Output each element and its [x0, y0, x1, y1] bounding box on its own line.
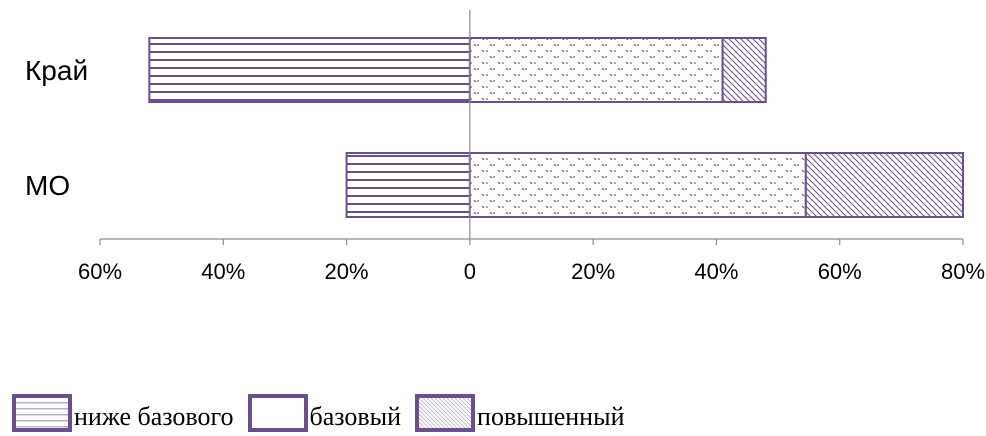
x-tick-label: 40% [694, 259, 738, 284]
x-tick-label: 20% [325, 259, 369, 284]
bar-mo-series-2 [804, 152, 965, 218]
category-label: Край [25, 55, 88, 86]
legend-swatch-below-basic [12, 394, 72, 432]
bar-mo-series-0 [345, 152, 471, 218]
x-tick-label: 80% [941, 259, 985, 284]
bar-mo-series-1 [468, 152, 807, 218]
legend-swatch-advanced [415, 394, 476, 432]
legend-item-below-basic: ниже базового [12, 394, 234, 432]
x-tick-label: 40% [201, 259, 245, 284]
legend-label-basic: базовый [309, 402, 402, 431]
stacked-bar-chart: Край МО 60% 40% 20% 0 20% 40% 60% 80% [25, 10, 985, 284]
bar-krai-series-2 [721, 37, 767, 103]
legend-label-below-basic: ниже базового [74, 402, 234, 431]
legend-item-advanced: повышенный [415, 394, 624, 432]
x-tick-label: 60% [818, 259, 862, 284]
bar-krai-series-1 [468, 37, 724, 103]
category-label: МО [25, 170, 70, 201]
bar-krai-series-0 [148, 37, 471, 103]
legend: ниже базового базовый повышенный [12, 394, 624, 432]
x-tick-label: 20% [571, 259, 615, 284]
legend-swatch-basic [247, 394, 308, 432]
x-tick-label: 0 [464, 259, 476, 284]
legend-label-advanced: повышенный [477, 402, 625, 431]
x-tick-label: 60% [78, 259, 122, 284]
legend-item-basic: базовый [247, 394, 402, 432]
